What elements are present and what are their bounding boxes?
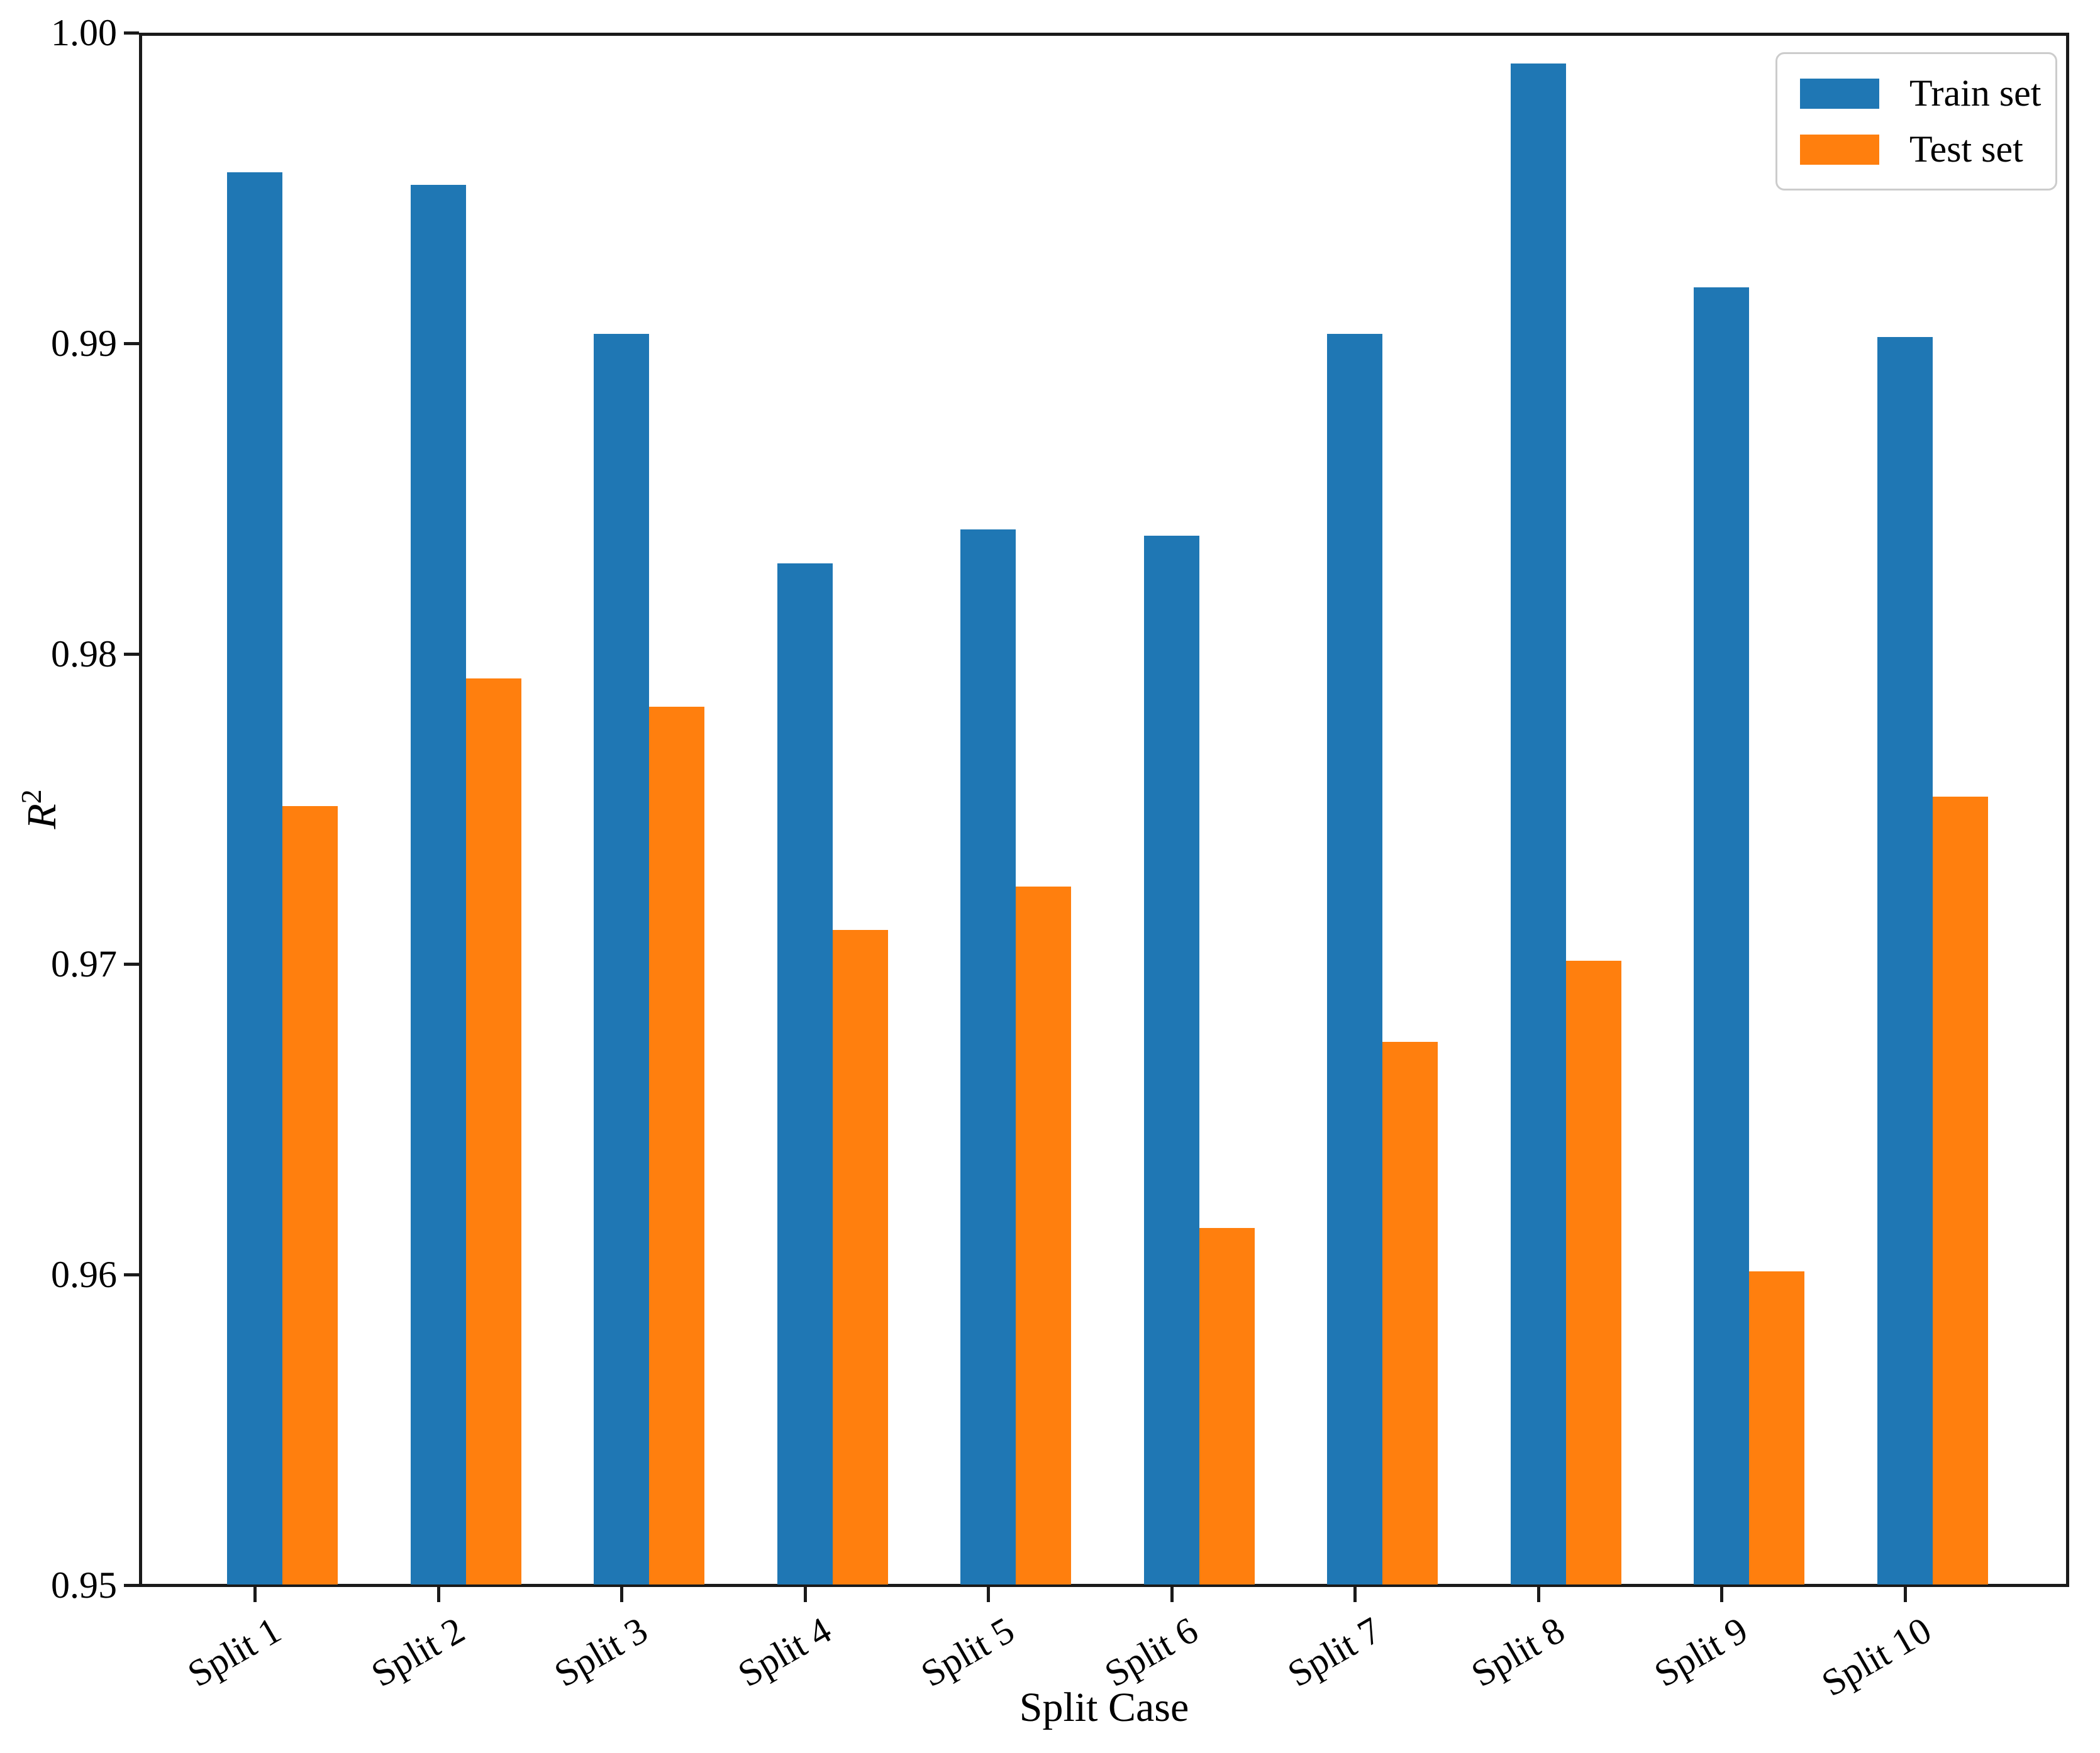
train-bar-9 [1694, 287, 1750, 1584]
x-axis-title: Split Case [1019, 1684, 1189, 1730]
x-tick-9 [1720, 1587, 1724, 1602]
x-tick-1 [253, 1587, 257, 1602]
x-tick-label-6: Split 6 [1097, 1609, 1205, 1695]
test-bar-4 [832, 930, 888, 1584]
y-tick-0 [124, 31, 139, 35]
y-tick-label-5: 0.95 [51, 1564, 117, 1606]
x-tick-7 [1353, 1587, 1357, 1602]
x-tick-5 [987, 1587, 991, 1602]
x-tick-3 [620, 1587, 624, 1602]
y-axis-title: R2 [14, 789, 66, 829]
x-tick-label-4: Split 4 [731, 1609, 838, 1695]
train-bar-6 [1143, 535, 1199, 1584]
test-bar-9 [1749, 1271, 1805, 1584]
y-axis-title-base: R [19, 804, 65, 829]
y-tick-label-3: 0.97 [51, 943, 117, 985]
test-bar-5 [1016, 886, 1072, 1584]
x-tick-10 [1904, 1587, 1908, 1602]
x-tick-6 [1170, 1587, 1174, 1602]
legend-label-train: Train set [1909, 72, 2042, 114]
train-bar-5 [960, 529, 1016, 1584]
test-bar-10 [1933, 796, 1989, 1584]
test-bar-1 [282, 805, 338, 1584]
x-tick-label-7: Split 7 [1281, 1609, 1388, 1695]
x-tick-label-2: Split 2 [364, 1609, 472, 1695]
train-bar-10 [1877, 336, 1933, 1584]
train-bar-8 [1510, 64, 1566, 1584]
y-tick-label-4: 0.96 [51, 1254, 117, 1296]
train-bar-2 [410, 184, 466, 1584]
y-tick-4 [124, 1273, 139, 1277]
x-tick-label-9: Split 9 [1647, 1609, 1755, 1695]
x-tick-label-8: Split 8 [1464, 1609, 1572, 1695]
train-bar-1 [227, 172, 282, 1584]
x-tick-label-5: Split 5 [914, 1609, 1021, 1695]
legend: Train set Test set [1775, 52, 2057, 191]
y-axis-title-exponent: 2 [15, 789, 47, 804]
y-tick-label-0: 1.00 [51, 12, 117, 53]
y-tick-5 [124, 1584, 139, 1587]
plot-border-bottom [139, 1584, 2069, 1587]
train-bar-4 [777, 563, 833, 1584]
legend-item-test: Test set [1777, 121, 2055, 177]
plot-border-left [139, 33, 142, 1587]
test-bar-3 [649, 706, 705, 1584]
x-tick-4 [803, 1587, 807, 1602]
y-tick-1 [124, 341, 139, 345]
test-bar-2 [465, 678, 521, 1584]
train-swatch-icon [1800, 78, 1879, 109]
x-tick-label-3: Split 3 [547, 1609, 655, 1695]
test-bar-8 [1565, 961, 1621, 1584]
test-bar-7 [1382, 1041, 1438, 1584]
x-tick-8 [1536, 1587, 1540, 1602]
train-bar-7 [1327, 333, 1383, 1584]
legend-item-train: Train set [1777, 65, 2055, 121]
y-tick-label-1: 0.99 [51, 322, 117, 364]
test-bar-6 [1199, 1228, 1255, 1584]
legend-label-test: Test set [1909, 128, 2023, 170]
plot-border-right [2066, 33, 2069, 1587]
x-tick-2 [436, 1587, 440, 1602]
x-tick-label-1: Split 1 [181, 1609, 288, 1695]
y-tick-3 [124, 963, 139, 966]
y-tick-label-2: 0.98 [51, 633, 117, 675]
train-bar-3 [594, 333, 650, 1584]
test-swatch-icon [1800, 134, 1879, 165]
y-tick-2 [124, 652, 139, 656]
plot-border-top [139, 33, 2069, 36]
